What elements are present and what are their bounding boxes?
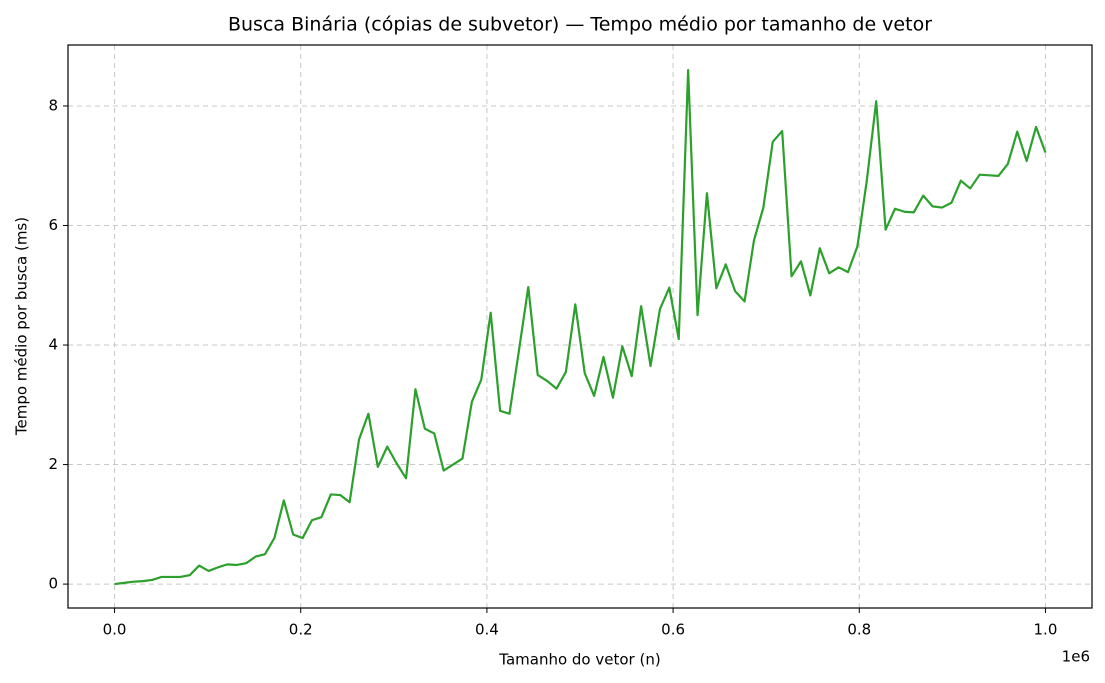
- chart-title: Busca Binária (cópias de subvetor) — Tem…: [228, 14, 932, 36]
- y-axis-label: Tempo médio por busca (ms): [13, 217, 31, 436]
- x-tick-label: 0.2: [289, 621, 313, 639]
- y-tick-label: 4: [48, 336, 58, 354]
- data-line: [114, 69, 1047, 586]
- x-tick-label: 1.0: [1034, 621, 1058, 639]
- y-tick-label: 0: [48, 575, 58, 593]
- x-tick-label: 0.4: [475, 621, 499, 639]
- x-tick-label: 0.6: [661, 621, 685, 639]
- y-tick-label: 6: [48, 216, 58, 234]
- x-offset-label: 1e6: [1062, 648, 1090, 666]
- y-tick-label: 2: [48, 455, 58, 473]
- x-axis-label: Tamanho do vetor (n): [498, 651, 660, 669]
- y-tick-label: 8: [48, 96, 58, 114]
- x-tick-label: 0.0: [103, 621, 127, 639]
- x-tick-label: 0.8: [847, 621, 871, 639]
- plot-frame: [67, 44, 1093, 609]
